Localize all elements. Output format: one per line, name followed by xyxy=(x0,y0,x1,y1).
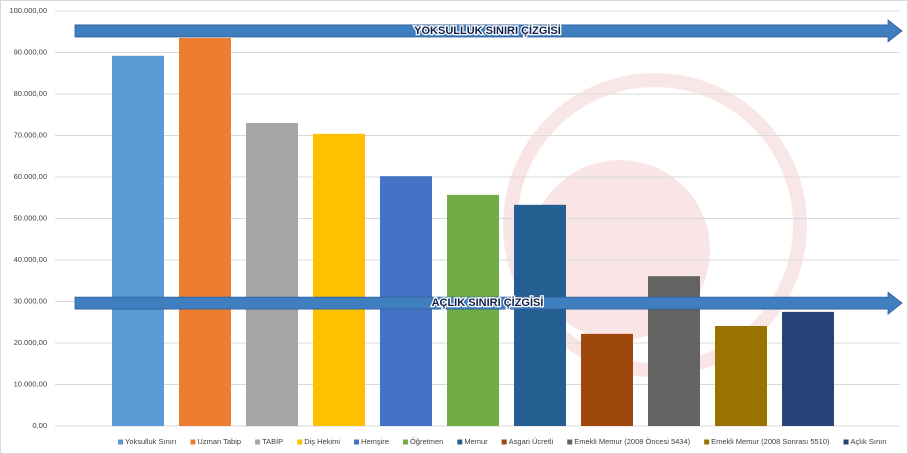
legend-swatch xyxy=(402,439,408,445)
legend-swatch xyxy=(118,439,123,445)
legend-label: Hemşire xyxy=(361,437,389,446)
y-tick-label: 50.000,00 xyxy=(14,213,47,222)
legend-label: Emekli Memur (2008 Sonrası 5510) xyxy=(711,437,830,446)
y-tick-label: 80.000,00 xyxy=(14,89,47,98)
bar xyxy=(715,325,767,426)
bar xyxy=(514,204,566,426)
legend-label: Diş Hekimi xyxy=(304,437,340,446)
bar xyxy=(313,133,365,426)
annotation-arrow xyxy=(74,19,903,43)
y-tick-label: 60.000,00 xyxy=(14,172,47,181)
legend-swatch xyxy=(190,439,196,445)
legend-label: Yoksulluk Sınırı xyxy=(125,437,176,446)
y-tick-label: 20.000,00 xyxy=(14,338,47,347)
y-tick-label: 90.000,00 xyxy=(14,47,47,56)
legend-label: Emekli Memur (2008 Öncesi 5434) xyxy=(574,437,690,446)
legend-label: Açlık Sınırı xyxy=(851,437,887,446)
bar xyxy=(782,311,834,426)
bar xyxy=(581,333,633,426)
legend-label: Uzman Tabip xyxy=(197,437,241,446)
legend-swatch xyxy=(567,439,573,445)
legend-label: Asgari Ücretli xyxy=(509,437,554,446)
annotation-label: AÇLIK SINIRI ÇİZGİSİ xyxy=(432,296,544,309)
legend-label: Öğretmen xyxy=(410,437,443,446)
y-tick-label: 0,00 xyxy=(32,421,47,430)
legend-swatch xyxy=(255,439,261,445)
legend-swatch xyxy=(501,439,507,445)
legend-swatch xyxy=(297,439,303,445)
y-tick-label: 30.000,00 xyxy=(14,296,47,305)
y-tick-label: 100.000,00 xyxy=(9,6,47,15)
bar xyxy=(179,37,231,426)
legend-swatch xyxy=(457,439,463,445)
bar xyxy=(447,194,499,426)
bar xyxy=(246,123,298,427)
y-tick-label: 70.000,00 xyxy=(14,130,47,139)
annotation-label: YOKSULLUK SINIRI ÇİZGİSİ xyxy=(414,24,561,37)
annotation-arrow xyxy=(74,291,903,315)
y-tick-label: 10.000,00 xyxy=(14,379,47,388)
legend-swatch xyxy=(843,439,849,445)
legend-swatch xyxy=(704,439,710,445)
y-tick-label: 40.000,00 xyxy=(14,255,47,264)
legend-label: TABİP xyxy=(262,437,283,446)
legend-label: Memur xyxy=(464,437,488,446)
bar xyxy=(112,55,164,426)
legend-swatch xyxy=(354,439,360,445)
